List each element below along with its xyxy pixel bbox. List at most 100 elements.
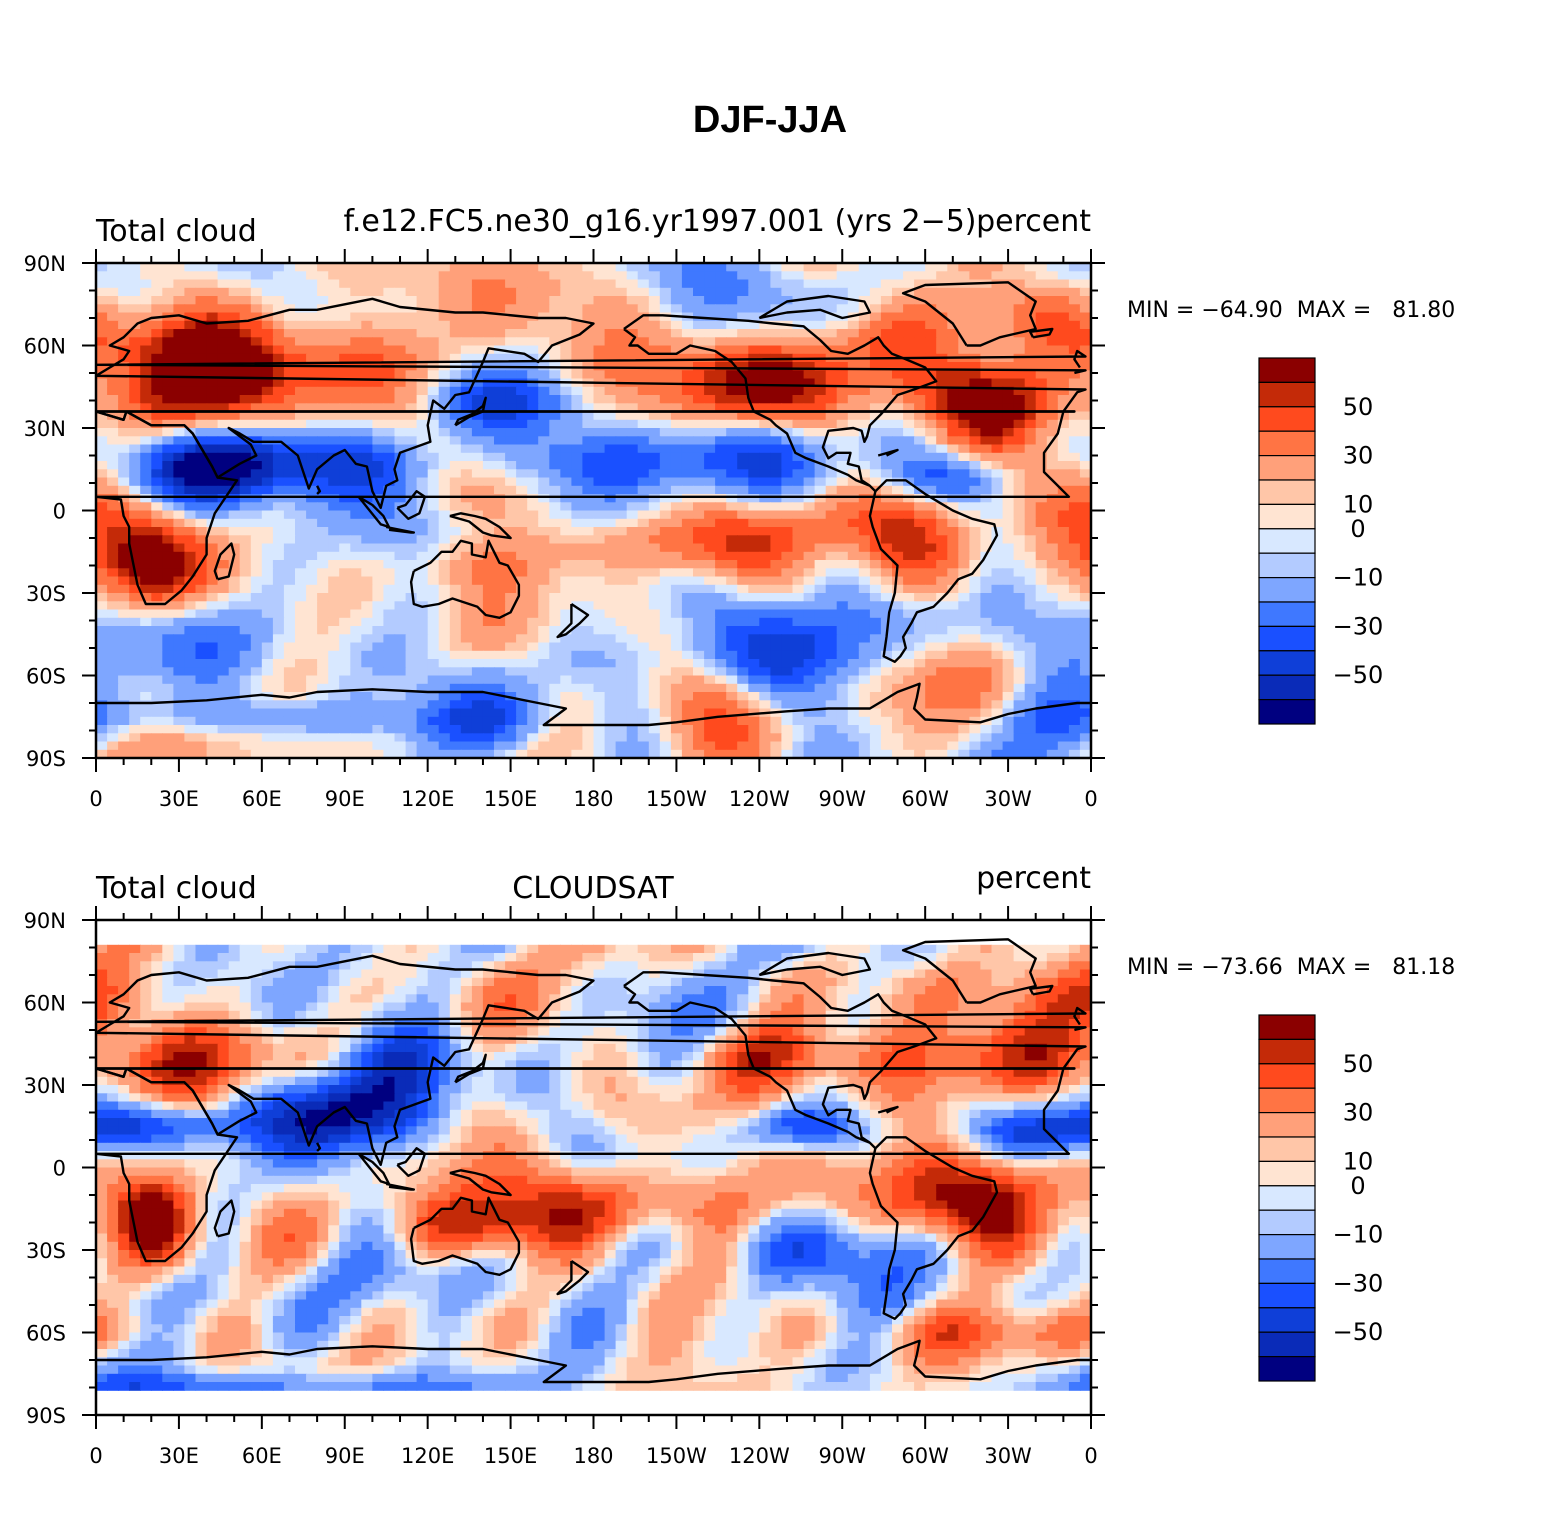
colorbar-box (1258, 479, 1316, 505)
lon-tick-label: 30E (159, 1444, 199, 1468)
colorbar-box (1258, 406, 1316, 432)
axis-ticks (82, 906, 1105, 1429)
lat-tick-label: 60S (26, 1322, 66, 1346)
lat-tick-label: 30S (26, 582, 66, 606)
panel-left-label: Total cloud (95, 214, 257, 249)
colorbar-box (1258, 1038, 1316, 1065)
lon-tick-label: 120W (729, 1444, 790, 1468)
colorbar-label: 50 (1343, 393, 1374, 421)
colorbar-box (1258, 576, 1316, 603)
coastlines (96, 938, 1091, 1384)
figure-title: DJF-JJA (693, 99, 847, 141)
lat-tick-label: 90N (24, 252, 66, 276)
lat-tick-label: 90S (26, 747, 66, 771)
lon-tick-label: 90E (325, 1444, 365, 1468)
coastlines (96, 281, 1091, 727)
lon-tick-label: 0 (89, 787, 102, 811)
lon-tick-label: 60W (901, 1444, 949, 1468)
lon-tick-label: 120E (401, 787, 454, 811)
colorbar-box (1258, 1258, 1316, 1284)
colorbar-box (1258, 674, 1316, 701)
lon-tick-label: 150E (484, 787, 537, 811)
colorbar-label: 30 (1343, 442, 1374, 470)
panel-center-label: CLOUDSAT (512, 871, 674, 906)
lat-tick-label: 60N (24, 992, 66, 1016)
colorbar-box (1258, 1014, 1316, 1040)
lat-tick-label: 60S (26, 665, 66, 689)
panel-center-label: f.e12.FC5.ne30_g16.yr1997.001 (yrs 2−5) (343, 204, 976, 239)
colorbar-box (1258, 1282, 1316, 1309)
colorbar-box (1258, 1063, 1316, 1089)
lon-tick-label: 30W (984, 1444, 1032, 1468)
colorbar-label: −30 (1333, 1269, 1384, 1297)
colorbar-box (1258, 503, 1316, 530)
colorbar-box (1258, 552, 1316, 579)
lon-tick-label: 150W (646, 1444, 707, 1468)
contour-field (96, 944, 1091, 1391)
colorbar-box (1258, 1185, 1316, 1211)
lat-tick-label: 60N (24, 335, 66, 359)
lon-tick-label: 60E (242, 1444, 282, 1468)
colorbar-box (1258, 698, 1316, 725)
lat-tick-label: 0 (53, 1157, 66, 1181)
colorbar-label: 30 (1343, 1099, 1374, 1127)
colorbar-label: 0 (1350, 1172, 1365, 1200)
colorbar-box (1258, 650, 1316, 676)
min-max-label: MIN = −73.66 MAX = 81.18 (1127, 955, 1455, 980)
panel-left-label: Total cloud (95, 871, 257, 906)
colorbar-box (1258, 1136, 1316, 1162)
colorbar-box (1258, 1307, 1316, 1333)
lon-tick-label: 60E (242, 787, 282, 811)
min-max-label: MIN = −64.90 MAX = 81.80 (1127, 298, 1455, 323)
lon-tick-label: 90W (819, 787, 867, 811)
lon-tick-label: 90W (819, 1444, 867, 1468)
colorbar-box (1258, 1233, 1316, 1260)
lon-tick-label: 150E (484, 1444, 537, 1468)
lat-tick-label: 90N (24, 909, 66, 933)
map-panel-2: 90N 60N 30N 0 30S 60S 90S 0 30E 60E 90E 120E 150E 180… (24, 861, 1456, 1468)
lon-tick-label: 120W (729, 787, 790, 811)
colorbar-label: −50 (1333, 661, 1384, 689)
colorbar-label: 50 (1343, 1050, 1374, 1078)
colorbar-box (1258, 1160, 1316, 1187)
colorbar-label: −10 (1333, 1221, 1384, 1249)
lon-tick-label: 60W (901, 787, 949, 811)
panel-right-label: percent (976, 861, 1091, 896)
colorbar-box (1258, 1331, 1316, 1358)
lon-tick-label: 120E (401, 1444, 454, 1468)
colorbar-box (1258, 455, 1316, 481)
lon-tick-label: 30E (159, 787, 199, 811)
lat-tick-label: 30N (24, 1074, 66, 1098)
colorbar-label: 10 (1343, 1147, 1374, 1175)
lat-tick-label: 90S (26, 1404, 66, 1428)
colorbar-box (1258, 381, 1316, 408)
colorbar-box (1258, 357, 1316, 383)
colorbar: 50 30 100 −10 −30 −50 (1258, 1014, 1384, 1382)
lat-tick-label: 30N (24, 417, 66, 441)
colorbar-label: −30 (1333, 612, 1384, 640)
colorbar-box (1258, 1355, 1316, 1382)
colorbar-box (1258, 1209, 1316, 1236)
colorbar: 50 30 100 −10 −30 −50 (1258, 357, 1384, 725)
lon-tick-label: 180 (573, 787, 613, 811)
lon-tick-label: 0 (1084, 1444, 1097, 1468)
colorbar-label: 0 (1350, 515, 1365, 543)
lat-tick-label: 0 (53, 500, 66, 524)
map-panel-1: 90N 60N 30N 0 30S 60S 90S 0 30E 60E 90E 120E 150E 180… (24, 204, 1456, 811)
lon-tick-label: 150W (646, 787, 707, 811)
axis-ticks (82, 249, 1105, 772)
colorbar-box (1258, 1087, 1316, 1114)
colorbar-box (1258, 528, 1316, 554)
lon-tick-label: 30W (984, 787, 1032, 811)
lon-tick-label: 0 (1084, 787, 1097, 811)
colorbar-box (1258, 430, 1316, 457)
lat-tick-label: 30S (26, 1239, 66, 1263)
lon-tick-label: 0 (89, 1444, 102, 1468)
contour-field (96, 263, 1091, 758)
colorbar-box (1258, 1111, 1316, 1138)
colorbar-label: −50 (1333, 1318, 1384, 1346)
colorbar-box (1258, 625, 1316, 652)
lon-tick-label: 90E (325, 787, 365, 811)
panel-right-label: percent (976, 204, 1091, 239)
